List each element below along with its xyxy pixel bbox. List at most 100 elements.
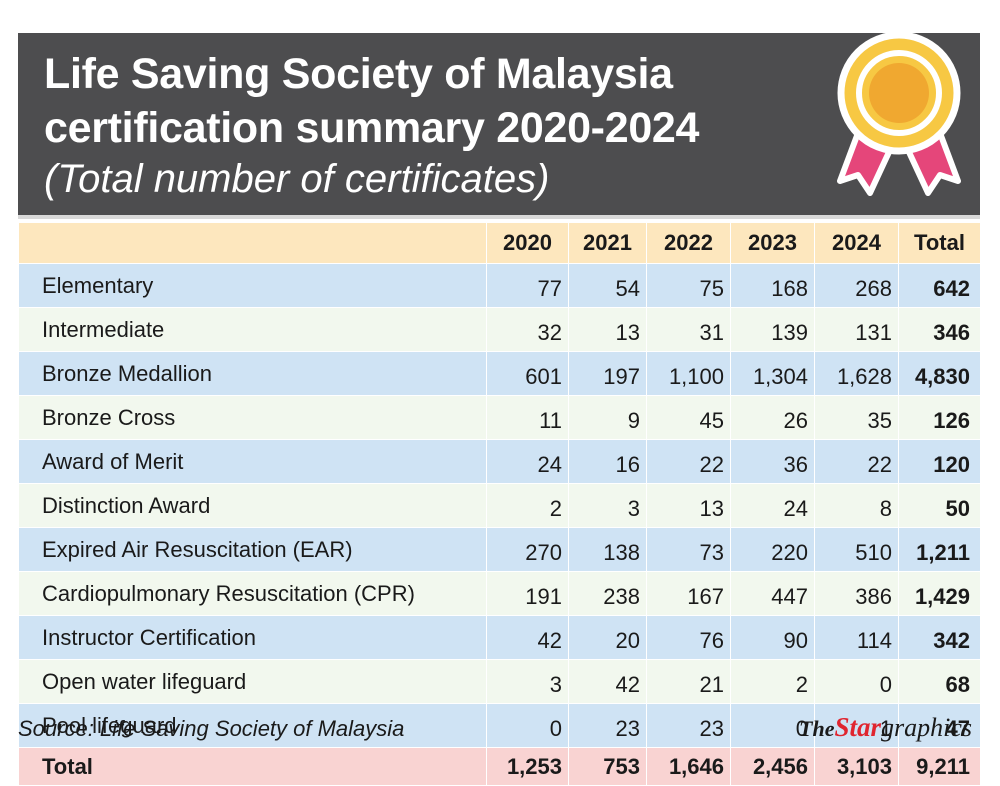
table-cell: 35: [814, 395, 899, 440]
table-cell: 75: [646, 263, 731, 308]
table-cell: 168: [730, 263, 815, 308]
table-cell: 3: [568, 483, 647, 528]
table-cell: 22: [814, 439, 899, 484]
row-total: 120: [898, 439, 981, 484]
table-cell: 16: [568, 439, 647, 484]
medal-inner-ring: [856, 50, 942, 136]
table-cell: 90: [730, 615, 815, 660]
table-cell: 9: [568, 395, 647, 440]
table-cell: 191: [486, 571, 569, 616]
table-cell: 601: [486, 351, 569, 396]
table-cell: 24: [486, 439, 569, 484]
table-cell: 131: [814, 307, 899, 352]
table-row: Elementary 77 54 75 168 268 642: [18, 263, 981, 308]
row-label: Award of Merit: [18, 439, 487, 484]
brand-graphics: graphics: [881, 713, 972, 742]
table-cell: 0: [486, 703, 569, 748]
table-cell: 13: [568, 307, 647, 352]
table-cell: 21: [646, 659, 731, 704]
title-line-2: certification summary 2020-2024: [44, 104, 700, 152]
row-label: Bronze Cross: [18, 395, 487, 440]
row-total: 50: [898, 483, 981, 528]
subtitle: (Total number of certificates): [44, 157, 550, 201]
row-label: Open water lifeguard: [18, 659, 487, 704]
column-header: 2022: [646, 222, 731, 264]
page-title: Life Saving Society of Malaysia certific…: [44, 47, 699, 155]
table-cell: 2: [730, 659, 815, 704]
header-divider: [18, 215, 980, 219]
table-cell: 3: [486, 659, 569, 704]
table-cell: 11: [486, 395, 569, 440]
table-cell: 77: [486, 263, 569, 308]
grand-total: 9,211: [898, 747, 981, 786]
table-row: Cardiopulmonary Resuscitation (CPR) 191 23…: [18, 571, 981, 616]
table-cell: 42: [568, 659, 647, 704]
table-cell: 22: [646, 439, 731, 484]
table-row: Instructor Certification 42 20 76 90 114 342: [18, 615, 981, 660]
row-label: Elementary: [18, 263, 487, 308]
total-cell: 3,103: [814, 747, 899, 786]
table-cell: 73: [646, 527, 731, 572]
table-cell: 114: [814, 615, 899, 660]
column-header: 2024: [814, 222, 899, 264]
row-label: Pool lifeguard: [18, 703, 487, 748]
table-header-row: 2020 2021 2022 2023 2024 Total: [18, 222, 981, 264]
total-cell: 753: [568, 747, 647, 786]
total-cell: 2,456: [730, 747, 815, 786]
row-total: 342: [898, 615, 981, 660]
table-cell: 139: [730, 307, 815, 352]
row-total: 68: [898, 659, 981, 704]
table-cell: 138: [568, 527, 647, 572]
total-cell: 1,646: [646, 747, 731, 786]
table-cell: 220: [730, 527, 815, 572]
table-row: Expired Air Resuscitation (EAR) 270 138 73 2…: [18, 527, 981, 572]
table-cell: 76: [646, 615, 731, 660]
table-cell: 20: [568, 615, 647, 660]
row-total: 1,211: [898, 527, 981, 572]
column-header: 2021: [568, 222, 647, 264]
medal-icon: [837, 31, 961, 196]
table-cell: 1,304: [730, 351, 815, 396]
row-label: Cardiopulmonary Resuscitation (CPR): [18, 571, 487, 616]
table-cell: 270: [486, 527, 569, 572]
table-cell: 2: [486, 483, 569, 528]
table-cell: 36: [730, 439, 815, 484]
table-cell: 268: [814, 263, 899, 308]
header-label-cell: [18, 222, 487, 264]
brand-star: Star: [834, 712, 881, 742]
certification-table: 2020 2021 2022 2023 2024 Total Elementar…: [18, 222, 981, 786]
table-row: Pool lifeguard 0 23 23 0 1 47: [18, 703, 981, 748]
table-cell: 386: [814, 571, 899, 616]
table-cell: 8: [814, 483, 899, 528]
table-cell: 54: [568, 263, 647, 308]
table-cell: 24: [730, 483, 815, 528]
table-cell: 42: [486, 615, 569, 660]
row-total: 126: [898, 395, 981, 440]
table-row: Intermediate 32 13 31 139 131 346: [18, 307, 981, 352]
table-cell: 45: [646, 395, 731, 440]
table-cell: 32: [486, 307, 569, 352]
title-line-1: Life Saving Society of Malaysia: [44, 50, 673, 98]
row-label: Bronze Medallion: [18, 351, 487, 396]
table-cell: 510: [814, 527, 899, 572]
table-cell: 23: [646, 703, 731, 748]
row-label: Distinction Award: [18, 483, 487, 528]
table-cell: 238: [568, 571, 647, 616]
column-header: 2023: [730, 222, 815, 264]
table-cell: 26: [730, 395, 815, 440]
table-cell: 447: [730, 571, 815, 616]
row-total: 642: [898, 263, 981, 308]
row-total: 346: [898, 307, 981, 352]
table-row: Distinction Award 2 3 13 24 8 50: [18, 483, 981, 528]
row-label: Expired Air Resuscitation (EAR): [18, 527, 487, 572]
table-cell: 167: [646, 571, 731, 616]
total-row: Total 1,253 753 1,646 2,456 3,103 9,211: [18, 747, 981, 786]
row-total: 1,429: [898, 571, 981, 616]
row-total: 4,830: [898, 351, 981, 396]
medal-core: [869, 63, 929, 123]
row-label: Instructor Certification: [18, 615, 487, 660]
row-label: Intermediate: [18, 307, 487, 352]
table-cell: 1: [814, 703, 899, 748]
table-cell: 197: [568, 351, 647, 396]
table-row: Award of Merit 24 16 22 36 22 120: [18, 439, 981, 484]
